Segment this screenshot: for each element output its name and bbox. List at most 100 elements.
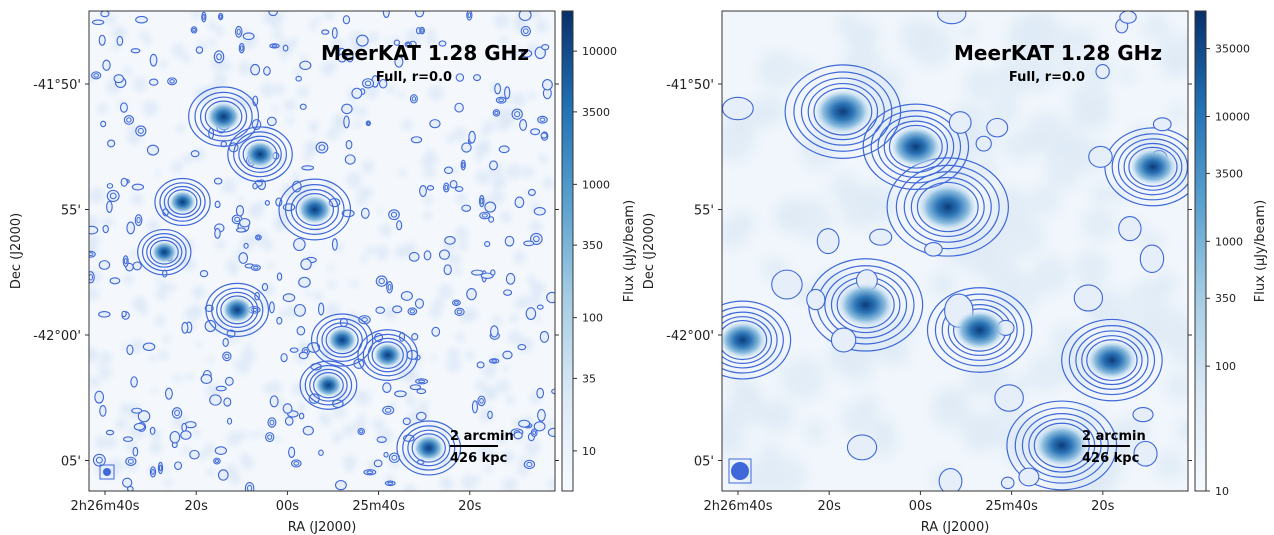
noise-blob: [99, 366, 113, 380]
contour: [298, 351, 309, 360]
contour: [293, 237, 306, 252]
source-contour: [238, 135, 282, 173]
contour: [250, 264, 261, 271]
noise-blob: [979, 250, 1020, 290]
contour: [490, 325, 499, 338]
contour: [299, 103, 307, 110]
contour: [215, 385, 227, 392]
source-contour: [722, 316, 772, 364]
contour: [146, 144, 160, 156]
noise-blob: [97, 103, 108, 115]
contour: [89, 252, 94, 257]
noise-blob: [1021, 55, 1058, 93]
noise-blob: [722, 120, 755, 162]
noise-blob: [229, 266, 239, 276]
source-contour: [722, 306, 784, 374]
left-panel: MeerKAT 1.28 GHz Full, r=0.0 2 arcmin 42…: [9, 10, 637, 535]
noise-blob: [493, 182, 501, 190]
noise-blob: [308, 22, 317, 31]
contour: [383, 451, 389, 458]
contour: [387, 283, 392, 291]
contour: [299, 60, 312, 71]
noise-blob: [368, 31, 380, 43]
noise-blob: [502, 477, 518, 491]
contour: [505, 272, 516, 285]
noise-blob: [257, 200, 266, 209]
noise-blob: [753, 94, 786, 126]
noise-blob: [319, 346, 332, 359]
noise-blob: [890, 310, 911, 331]
contour: [409, 94, 418, 104]
left-y-label: Dec (J2000): [9, 213, 24, 289]
contour: [468, 130, 476, 144]
contour: [394, 390, 407, 398]
source-contour: [862, 103, 970, 191]
noise-blob: [527, 274, 535, 283]
contour: [246, 484, 253, 491]
source-contour: [1111, 133, 1188, 201]
contour: [120, 177, 128, 187]
noise-blob: [722, 410, 741, 439]
noise-blob: [455, 193, 468, 205]
y-tick-label: 55': [61, 204, 81, 219]
contour: [164, 387, 173, 400]
radio-source: [412, 434, 445, 462]
noise-blob: [453, 267, 462, 277]
contour: [539, 330, 550, 343]
contour: [307, 342, 321, 353]
noise-blob: [238, 196, 245, 203]
noise-blob: [1055, 129, 1089, 162]
contour: [92, 453, 106, 467]
colorbar-tick-label: 35: [582, 372, 596, 385]
contour: [293, 303, 306, 317]
noise-blob: [538, 283, 546, 291]
contour: [392, 305, 403, 314]
contour: [521, 49, 533, 58]
noise-blob: [360, 255, 368, 263]
noise-blob: [182, 446, 191, 456]
left-beam-ellipse: [103, 468, 111, 476]
noise-blob: [129, 249, 138, 259]
contour: [302, 425, 314, 436]
noise-blob: [428, 85, 444, 101]
source-contour: [722, 319, 768, 361]
noise-blob: [513, 251, 526, 264]
contour: [252, 182, 258, 190]
radio-source: [917, 183, 978, 231]
noise-blob: [507, 46, 520, 59]
noise-blob: [430, 353, 437, 361]
noise-blob: [123, 66, 133, 76]
contour: [357, 427, 365, 436]
contour: [169, 430, 181, 444]
left-source-layer: [137, 86, 462, 476]
contour: [107, 139, 116, 148]
noise-blob: [379, 223, 393, 237]
noise-blob: [320, 415, 332, 427]
contour: [443, 166, 454, 174]
radio-source: [1034, 423, 1090, 468]
source-contour: [316, 318, 368, 362]
noise-blob: [445, 134, 455, 144]
noise-blob: [289, 36, 299, 46]
contour: [410, 136, 423, 144]
left-title: MeerKAT 1.28 GHz: [321, 41, 529, 65]
noise-blob: [474, 475, 481, 482]
noise-blob: [461, 474, 477, 490]
contour: [216, 53, 222, 61]
contour: [449, 180, 458, 189]
contour: [236, 28, 241, 35]
contour: [532, 430, 537, 436]
contour: [1073, 284, 1104, 312]
colorbar-tick-label: 100: [582, 312, 603, 325]
contour: [122, 436, 134, 442]
contour: [214, 200, 221, 209]
x-tick-label: 25m40s: [985, 499, 1038, 514]
noise-blob: [89, 234, 100, 250]
noise-blob: [534, 315, 542, 322]
source-contour: [877, 115, 955, 178]
noise-blob: [122, 274, 134, 285]
source-contour: [227, 126, 293, 183]
noise-blob: [326, 128, 339, 141]
contour: [171, 407, 183, 419]
noise-blob: [221, 178, 237, 195]
